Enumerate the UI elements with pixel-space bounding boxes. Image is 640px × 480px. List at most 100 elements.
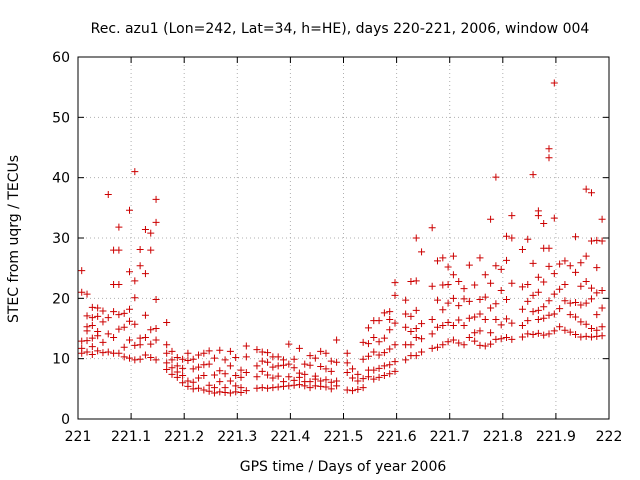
data-point: [141, 270, 149, 278]
data-point: [333, 358, 341, 366]
data-point: [147, 229, 155, 237]
data-point: [99, 318, 107, 326]
data-point: [375, 364, 383, 372]
x-tick-label: 221.3: [217, 429, 257, 445]
data-point: [439, 341, 447, 349]
axis-ticks: 221 221.1 221.2 221.3 221.4 221.5 221.6 221.7 22…: [52, 50, 622, 445]
data-point: [534, 273, 542, 281]
data-point: [179, 355, 187, 363]
data-point: [264, 358, 272, 366]
y-tick-label: 30: [52, 231, 70, 247]
data-point: [94, 347, 102, 355]
data-point: [587, 295, 595, 303]
data-point: [205, 360, 213, 368]
data-point: [529, 331, 537, 339]
data-point: [412, 277, 420, 285]
data-point: [518, 245, 526, 253]
data-point: [481, 342, 489, 350]
data-point: [327, 385, 335, 393]
y-tick-label: 20: [52, 291, 70, 307]
data-point: [349, 387, 357, 395]
data-point: [407, 277, 415, 285]
data-point: [120, 323, 128, 331]
data-point: [418, 248, 426, 256]
data-point: [364, 324, 372, 332]
data-point: [402, 296, 410, 304]
data-point: [115, 311, 123, 319]
data-point: [210, 354, 218, 362]
data-point: [147, 246, 155, 254]
y-tick-label: 0: [61, 412, 70, 428]
data-point: [402, 310, 410, 318]
data-point: [279, 378, 287, 386]
data-point: [508, 234, 516, 242]
data-point: [476, 310, 484, 318]
data-point: [285, 382, 293, 390]
data-point: [370, 334, 378, 342]
data-point: [439, 254, 447, 262]
data-point: [561, 297, 569, 305]
data-point: [386, 308, 394, 316]
data-point: [449, 271, 457, 279]
data-point: [131, 341, 139, 349]
data-point: [115, 280, 123, 288]
data-point: [492, 335, 500, 343]
data-point: [88, 334, 96, 342]
data-point: [216, 346, 224, 354]
data-point: [136, 245, 144, 253]
data-point: [566, 299, 574, 307]
data-point: [455, 277, 463, 285]
data-point: [556, 260, 564, 268]
data-point: [428, 344, 436, 352]
data-point: [126, 336, 134, 344]
data-point: [343, 359, 351, 367]
data-point: [433, 296, 441, 304]
data-point: [439, 306, 447, 314]
data-point: [412, 325, 420, 332]
data-point: [476, 254, 484, 262]
data-point: [407, 312, 415, 320]
x-tick-label: 221.1: [111, 429, 151, 445]
data-point: [163, 341, 171, 349]
data-point: [152, 195, 160, 203]
data-point: [428, 282, 436, 290]
data-point: [327, 357, 335, 365]
data-point: [524, 235, 532, 243]
data-point: [285, 373, 293, 381]
data-point: [577, 333, 585, 341]
data-point: [306, 352, 314, 360]
data-point: [487, 279, 495, 287]
data-point: [104, 348, 112, 356]
data-point: [370, 366, 378, 374]
data-point: [481, 315, 489, 323]
data-point: [433, 323, 441, 331]
data-point: [508, 279, 516, 287]
data-point: [598, 304, 606, 312]
data-point: [279, 356, 287, 364]
data-point: [359, 355, 367, 363]
data-point: [492, 300, 500, 308]
data-point: [471, 329, 479, 337]
data-point: [386, 345, 394, 353]
data-point: [131, 356, 139, 364]
data-point: [147, 326, 155, 334]
data-point: [94, 304, 102, 312]
data-point: [110, 334, 118, 342]
data-point: [476, 296, 484, 304]
data-point: [205, 347, 213, 355]
data-point: [556, 305, 564, 313]
data-point: [189, 385, 197, 393]
data-point: [232, 388, 240, 396]
data-point: [418, 320, 426, 328]
data-point: [94, 328, 102, 336]
data-point: [78, 337, 86, 345]
data-point: [540, 303, 548, 311]
data-point: [412, 234, 420, 242]
data-point: [269, 384, 277, 392]
data-point: [359, 338, 367, 346]
data-point: [503, 296, 511, 304]
data-point: [566, 262, 574, 270]
data-point: [88, 321, 96, 329]
data-point: [540, 314, 548, 322]
y-tick-label: 50: [52, 110, 70, 126]
